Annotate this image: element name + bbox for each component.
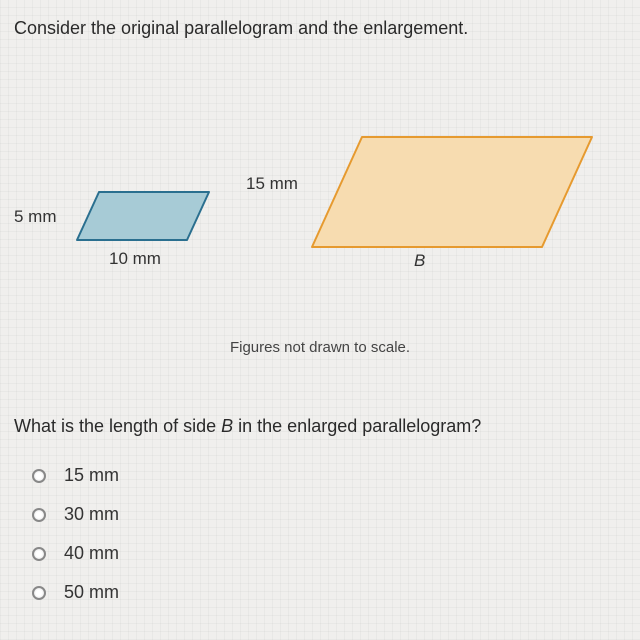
radio-icon xyxy=(32,508,46,522)
question-prefix: What is the length of side xyxy=(14,416,221,436)
option-0[interactable]: 15 mm xyxy=(32,465,626,486)
scale-note: Figures not drawn to scale. xyxy=(14,339,626,356)
large-parallelogram xyxy=(309,134,599,254)
option-label: 30 mm xyxy=(64,504,119,525)
question-suffix: in the enlarged parallelogram? xyxy=(233,416,481,436)
options-list: 15 mm 30 mm 40 mm 50 mm xyxy=(14,465,626,603)
option-label: 50 mm xyxy=(64,582,119,603)
radio-icon xyxy=(32,469,46,483)
option-1[interactable]: 30 mm xyxy=(32,504,626,525)
option-label: 15 mm xyxy=(64,465,119,486)
question-variable: B xyxy=(221,416,233,436)
small-base-label: 10 mm xyxy=(109,249,161,269)
large-side-label: 15 mm xyxy=(246,174,298,194)
prompt-text: Consider the original parallelogram and … xyxy=(14,18,626,39)
option-3[interactable]: 50 mm xyxy=(32,582,626,603)
option-2[interactable]: 40 mm xyxy=(32,543,626,564)
radio-icon xyxy=(32,586,46,600)
option-label: 40 mm xyxy=(64,543,119,564)
radio-icon xyxy=(32,547,46,561)
small-side-label: 5 mm xyxy=(14,207,57,227)
figure-area: 5 mm 10 mm 15 mm B xyxy=(14,79,626,329)
large-base-label: B xyxy=(414,251,425,271)
question-text: What is the length of side B in the enla… xyxy=(14,416,626,437)
small-parallelogram xyxy=(74,189,214,244)
